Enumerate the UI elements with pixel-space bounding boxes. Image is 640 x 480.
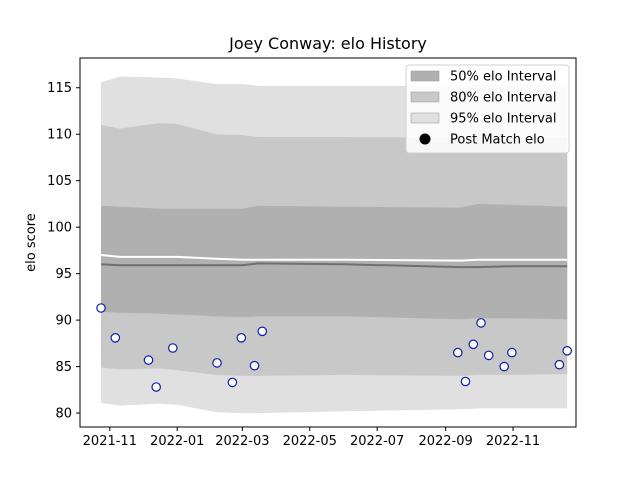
median-line — [100, 262, 568, 269]
y-tick-label: 85 — [55, 360, 72, 375]
x-tick-label: 2022-09 — [418, 434, 472, 449]
reference-line — [100, 254, 568, 262]
post-match-point-4 — [151, 382, 161, 392]
post-match-point-11 — [452, 347, 463, 358]
x-tick-label: 2022-01 — [150, 434, 204, 449]
x-tick-label: 2022-03 — [215, 434, 269, 449]
post-match-point-7 — [227, 377, 238, 388]
y-tick-label: 110 — [47, 128, 72, 143]
x-tick-label: 2022-07 — [350, 434, 404, 449]
x-tick-label: 2021-11 — [83, 434, 137, 449]
band-50-interval — [101, 203, 568, 320]
y-tick-label: 80 — [55, 407, 72, 422]
post-match-point-3 — [143, 355, 154, 365]
post-match-point-14 — [476, 318, 486, 328]
y-tick-label: 90 — [55, 314, 72, 329]
legend-swatch — [410, 70, 440, 82]
post-match-point-2 — [110, 332, 121, 343]
post-match-point-12 — [460, 376, 471, 387]
post-match-point-13 — [468, 339, 479, 350]
post-match-point-8 — [236, 332, 247, 343]
post-match-point-6 — [212, 358, 222, 368]
legend: 50% elo Interval 80% elo Interval 95% elo … — [405, 64, 570, 154]
post-match-point-1 — [96, 303, 106, 313]
post-match-points — [96, 303, 572, 392]
legend-label: 50% elo Interval — [450, 70, 557, 85]
legend-dot-marker — [419, 133, 431, 145]
post-match-point-17 — [507, 347, 517, 358]
legend-label: Post Match elo — [450, 133, 545, 148]
y-tick-label: 95 — [55, 267, 72, 282]
y-axis-label: elo score — [24, 213, 39, 272]
post-match-point-19 — [562, 345, 572, 356]
legend-swatch — [410, 112, 440, 124]
post-match-point-9 — [249, 360, 260, 371]
y-tick-label: 105 — [47, 174, 72, 189]
interval-bands — [101, 76, 568, 414]
y-tick-label: 100 — [47, 221, 72, 236]
chart-title: Joey Conway: elo History — [228, 34, 427, 53]
plot-area-frame — [79, 57, 577, 428]
y-axis: 80 85 90 95 100 105 110 115 — [47, 81, 80, 422]
post-match-point-15 — [483, 350, 494, 361]
legend-label: 80% elo Interval — [450, 91, 557, 106]
x-tick-label: 2022-11 — [486, 434, 540, 449]
legend-label: 95% elo Interval — [450, 112, 557, 127]
post-match-point-5 — [168, 343, 178, 353]
x-tick-label: 2022-05 — [283, 434, 337, 449]
post-match-point-10 — [257, 326, 268, 337]
legend-box — [405, 64, 570, 154]
x-axis: 2021-11 2022-01 2022-03 2022-05 2022-07 2022-… — [83, 427, 540, 449]
legend-swatch — [410, 91, 440, 103]
post-match-point-16 — [499, 361, 509, 372]
y-tick-label: 115 — [47, 81, 72, 96]
trend-lines — [100, 254, 568, 269]
post-match-point-18 — [554, 359, 565, 370]
